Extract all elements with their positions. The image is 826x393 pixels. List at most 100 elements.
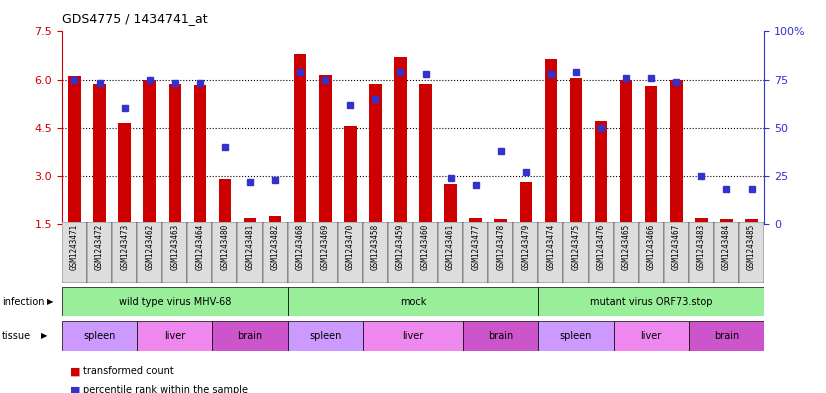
Bar xyxy=(544,59,558,224)
Bar xyxy=(670,80,682,224)
Text: GSM1243473: GSM1243473 xyxy=(120,224,129,270)
Bar xyxy=(313,222,338,283)
FancyBboxPatch shape xyxy=(287,321,363,351)
Bar xyxy=(263,222,287,283)
Bar xyxy=(319,75,331,224)
Text: GSM1243484: GSM1243484 xyxy=(722,224,731,270)
Bar xyxy=(539,222,563,283)
Text: GSM1243469: GSM1243469 xyxy=(320,224,330,270)
Bar xyxy=(244,218,256,224)
Text: GSM1243472: GSM1243472 xyxy=(95,224,104,270)
Bar xyxy=(169,84,181,224)
Bar xyxy=(620,80,633,224)
Bar xyxy=(69,76,81,224)
FancyBboxPatch shape xyxy=(539,287,764,316)
Bar xyxy=(638,222,664,283)
Text: mock: mock xyxy=(400,297,426,307)
Text: GDS4775 / 1434741_at: GDS4775 / 1434741_at xyxy=(62,12,207,25)
Text: GSM1243481: GSM1243481 xyxy=(245,224,254,270)
Text: ■: ■ xyxy=(70,385,81,393)
Text: infection: infection xyxy=(2,297,44,307)
Text: GSM1243467: GSM1243467 xyxy=(672,224,681,270)
Text: transformed count: transformed count xyxy=(83,366,174,376)
Bar xyxy=(664,222,689,283)
Bar xyxy=(689,222,714,283)
FancyBboxPatch shape xyxy=(287,287,539,316)
FancyBboxPatch shape xyxy=(363,321,463,351)
Bar xyxy=(144,80,156,224)
Bar xyxy=(62,222,87,283)
Bar xyxy=(118,123,131,224)
Text: GSM1243479: GSM1243479 xyxy=(521,224,530,270)
Bar xyxy=(137,222,162,283)
Bar xyxy=(287,222,313,283)
Bar xyxy=(294,54,306,224)
FancyBboxPatch shape xyxy=(62,287,287,316)
Bar xyxy=(394,57,406,224)
Bar xyxy=(413,222,438,283)
Text: GSM1243464: GSM1243464 xyxy=(196,224,204,270)
Bar xyxy=(444,184,457,224)
Text: GSM1243480: GSM1243480 xyxy=(221,224,230,270)
FancyBboxPatch shape xyxy=(212,321,287,351)
FancyBboxPatch shape xyxy=(614,321,689,351)
Text: mutant virus ORF73.stop: mutant virus ORF73.stop xyxy=(590,297,713,307)
Text: GSM1243476: GSM1243476 xyxy=(596,224,605,270)
Text: GSM1243465: GSM1243465 xyxy=(622,224,630,270)
Bar xyxy=(212,222,238,283)
Bar xyxy=(463,222,488,283)
Bar xyxy=(739,222,764,283)
Text: GSM1243475: GSM1243475 xyxy=(572,224,581,270)
Bar xyxy=(695,218,708,224)
Bar xyxy=(238,222,263,283)
Bar xyxy=(520,182,532,224)
Bar xyxy=(488,222,513,283)
Bar xyxy=(438,222,463,283)
Bar xyxy=(93,84,106,224)
Text: GSM1243470: GSM1243470 xyxy=(346,224,355,270)
Bar xyxy=(420,84,432,224)
Text: GSM1243483: GSM1243483 xyxy=(697,224,706,270)
FancyBboxPatch shape xyxy=(689,321,764,351)
Bar xyxy=(563,222,588,283)
Text: wild type virus MHV-68: wild type virus MHV-68 xyxy=(119,297,231,307)
Bar xyxy=(720,219,733,224)
Bar xyxy=(745,219,757,224)
Text: brain: brain xyxy=(488,331,514,341)
Text: GSM1243478: GSM1243478 xyxy=(496,224,506,270)
Bar xyxy=(714,222,739,283)
Bar xyxy=(193,85,206,224)
Bar xyxy=(570,78,582,224)
Bar xyxy=(87,222,112,283)
Bar xyxy=(588,222,614,283)
Bar xyxy=(595,121,607,224)
Text: GSM1243460: GSM1243460 xyxy=(421,224,430,270)
Text: percentile rank within the sample: percentile rank within the sample xyxy=(83,385,249,393)
FancyBboxPatch shape xyxy=(539,321,614,351)
Text: liver: liver xyxy=(402,331,424,341)
Text: GSM1243459: GSM1243459 xyxy=(396,224,405,270)
Bar xyxy=(363,222,388,283)
Text: spleen: spleen xyxy=(83,331,116,341)
FancyBboxPatch shape xyxy=(137,321,212,351)
Text: tissue: tissue xyxy=(2,331,31,341)
FancyBboxPatch shape xyxy=(62,321,137,351)
Text: spleen: spleen xyxy=(309,331,341,341)
Bar xyxy=(338,222,363,283)
Text: GSM1243462: GSM1243462 xyxy=(145,224,154,270)
FancyBboxPatch shape xyxy=(463,321,539,351)
Bar xyxy=(645,86,657,224)
Bar xyxy=(388,222,413,283)
Text: GSM1243471: GSM1243471 xyxy=(70,224,79,270)
Text: GSM1243458: GSM1243458 xyxy=(371,224,380,270)
Bar xyxy=(162,222,188,283)
Bar xyxy=(219,179,231,224)
Text: spleen: spleen xyxy=(560,331,592,341)
Text: GSM1243485: GSM1243485 xyxy=(747,224,756,270)
Text: GSM1243466: GSM1243466 xyxy=(647,224,656,270)
Bar xyxy=(614,222,638,283)
Text: ■: ■ xyxy=(70,366,81,376)
Bar xyxy=(369,84,382,224)
Text: GSM1243477: GSM1243477 xyxy=(471,224,480,270)
Text: GSM1243461: GSM1243461 xyxy=(446,224,455,270)
